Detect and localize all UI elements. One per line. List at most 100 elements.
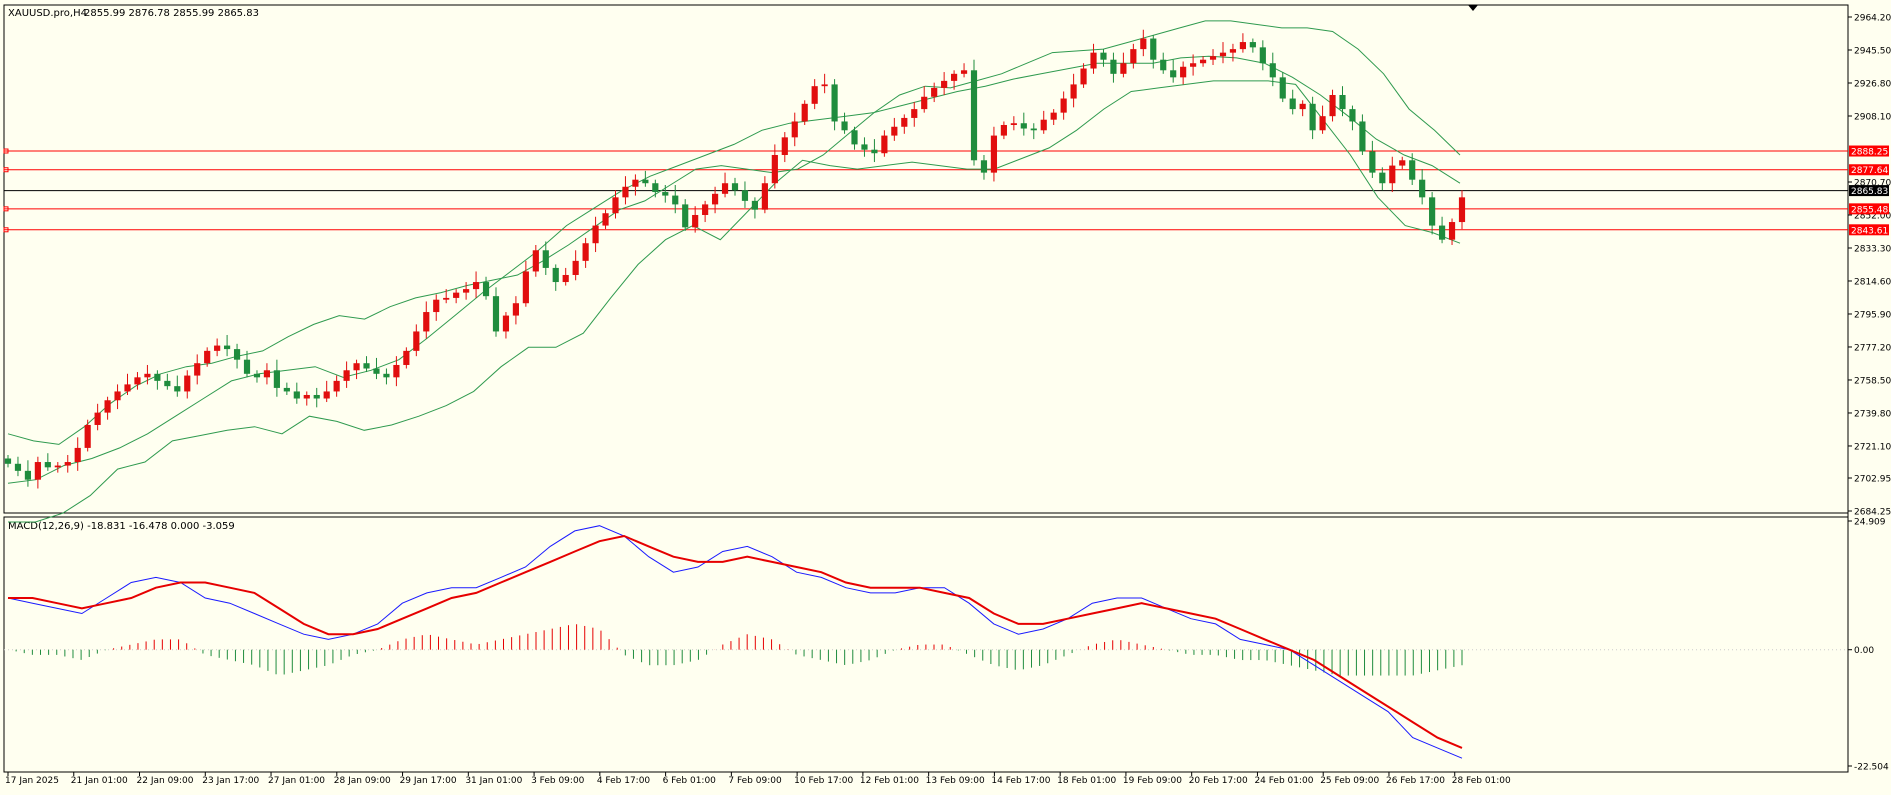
candle-bear (1100, 52, 1107, 60)
chart-shift-marker[interactable] (1468, 5, 1478, 11)
time-axis-label: 14 Feb 17:00 (991, 776, 1050, 786)
candle-bear (363, 363, 370, 369)
candle-bull (114, 391, 121, 401)
candle-bull (1229, 49, 1237, 53)
candle-bull (1140, 38, 1147, 50)
candle-bull (921, 96, 928, 110)
candle-bull (204, 350, 211, 364)
candle-bull (522, 271, 529, 304)
candle-bull (711, 193, 719, 205)
candle-bull (34, 462, 41, 480)
candle-bull (771, 154, 778, 184)
candle-bull (443, 297, 450, 300)
time-axis-label: 21 Jan 01:00 (71, 776, 128, 786)
candle-bull (532, 250, 539, 272)
time-axis-label: 28 Jan 09:00 (334, 776, 391, 786)
candle-bear (662, 192, 669, 196)
candle-bull (1120, 63, 1127, 74)
price-axis-label: 2964.20 (1854, 14, 1891, 24)
candle-bull (1299, 103, 1306, 110)
price-panel-frame (3, 4, 1849, 514)
candle-bear (1289, 98, 1296, 110)
price-level-badge (1849, 203, 1889, 215)
candle-bear (980, 160, 988, 173)
candle-bull (263, 370, 271, 378)
candle-bear (1269, 63, 1276, 78)
candle-bull (54, 465, 61, 468)
candle-bear (831, 84, 838, 122)
macd-panel-frame (3, 516, 1849, 773)
time-axis-label: 24 Feb 01:00 (1254, 776, 1313, 786)
candle-bull (303, 394, 310, 399)
candle-bull (512, 303, 519, 316)
macd-series-layer (4, 525, 1848, 759)
candle-bull (214, 345, 221, 351)
candle-bull (1329, 94, 1336, 117)
time-axis-label: 17 Jan 2025 (5, 776, 59, 786)
candle-bear (224, 345, 231, 350)
candle-bear (253, 373, 261, 378)
candle-bull (881, 135, 888, 154)
price-axis-label: 2908.10 (1854, 112, 1891, 122)
bollinger-middle-line (7, 55, 1461, 484)
candle-bear (652, 183, 659, 193)
candle-bear (1379, 172, 1386, 184)
time-axis-label: 12 Feb 01:00 (860, 776, 919, 786)
candle-bear (383, 373, 390, 378)
candle-bear (24, 470, 32, 480)
axis-layer: 2964.20 2945.50 2926.80 2908.10 2870.70 2852.… (5, 14, 1891, 787)
candle-bear (1170, 70, 1177, 78)
candle-bull (194, 363, 201, 376)
candle-bull (692, 214, 699, 228)
candle-bull (353, 363, 360, 371)
time-axis-label: 28 Feb 01:00 (1452, 776, 1511, 786)
price-level-label: 2855.48 (1851, 205, 1888, 215)
candle-bull (1389, 165, 1396, 184)
candle-bull (781, 137, 788, 155)
macd-axis-label: 0.00 (1854, 646, 1874, 656)
candle-bull (891, 126, 898, 136)
ohlc-readout: 2855.99 2876.78 2855.99 2865.83 (84, 8, 259, 19)
symbol-label: XAUUSD.pro,H4 (8, 8, 87, 19)
price-level-handle (3, 148, 9, 154)
candle-bull (393, 364, 400, 378)
current-price-label: 2865.83 (1851, 187, 1888, 197)
candle-bull (572, 260, 579, 275)
candle-bear (1150, 38, 1157, 60)
price-axis-label: 2684.25 (1854, 508, 1891, 518)
price-axis-label: 2814.60 (1854, 277, 1891, 287)
candle-bull (104, 400, 111, 413)
candle-bull (951, 73, 958, 81)
candle-bull (323, 391, 330, 399)
time-axis-label: 26 Feb 17:00 (1386, 776, 1445, 786)
candle-bull (632, 179, 639, 187)
macd-macd-line (7, 525, 1463, 759)
candle-bull (1000, 124, 1007, 136)
candle-bull (801, 103, 808, 122)
candle-bear (293, 391, 300, 399)
candle-bear (970, 70, 978, 161)
candle-bull (433, 299, 440, 313)
price-level-handle (3, 227, 9, 233)
candle-bear (174, 386, 181, 392)
candle-bull (1209, 56, 1217, 60)
price-level-badge (1849, 164, 1889, 176)
price-axis-label: 2795.90 (1854, 310, 1891, 320)
candle-bull (1060, 98, 1067, 113)
candle-bear (1259, 47, 1266, 64)
candle-bear (243, 359, 251, 374)
candle-bear (1249, 42, 1256, 48)
candle-bull (911, 109, 918, 118)
time-axis-label: 22 Jan 09:00 (137, 776, 194, 786)
time-axis-label: 10 Feb 17:00 (794, 776, 853, 786)
macd-label: MACD(12,26,9) -18.831 -16.478 0.000 -3.0… (8, 521, 235, 532)
candle-bull (821, 84, 828, 87)
candle-bull (502, 315, 510, 332)
price-axis-label: 2870.70 (1854, 178, 1891, 188)
candle-bull (144, 373, 151, 378)
candle-bull (791, 121, 798, 138)
candle-bull (1090, 52, 1097, 69)
candle-bear (1419, 179, 1426, 198)
